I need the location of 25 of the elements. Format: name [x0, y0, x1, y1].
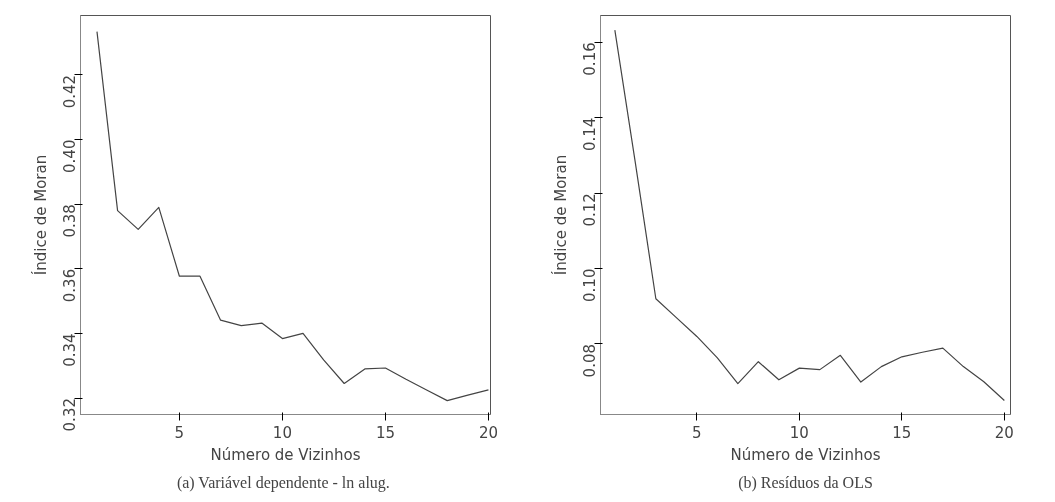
- y-tick-label: 0.40: [61, 139, 80, 173]
- y-tick-label: 0.38: [61, 204, 80, 238]
- x-tick-label: 15: [892, 423, 912, 442]
- text: (a) Variável dependente - ln alug.: [176, 473, 390, 492]
- x-axis-title: Número de Vizinhos: [210, 445, 361, 464]
- y-axis-title: Índice de Moran: [550, 154, 570, 276]
- x-tick-label: 5: [174, 423, 185, 442]
- y-tick-label: 0.16: [581, 42, 600, 76]
- y-tick-label: 0.08: [581, 343, 600, 378]
- y-tick-label: 0.34: [61, 333, 80, 367]
- text: (b) Resíduos da OLS: [738, 473, 873, 492]
- y-tick-label: 0.14: [581, 117, 600, 152]
- y-tick-label: 0.32: [61, 398, 80, 432]
- y-tick-label: 0.12: [581, 193, 600, 227]
- y-tick-label: 0.36: [61, 268, 80, 303]
- y-tick-label: 0.10: [581, 268, 600, 302]
- x-tick-label: 5: [692, 423, 702, 442]
- x-tick-label: 20: [994, 423, 1014, 442]
- x-tick-label: 15: [375, 423, 395, 442]
- x-tick-label: 20: [478, 423, 498, 442]
- y-axis-title: Índice de Moran: [30, 154, 50, 276]
- x-axis-title: Número de Vizinhos: [730, 445, 881, 464]
- x-tick-label: 10: [272, 423, 292, 442]
- x-tick-label: 10: [789, 423, 809, 442]
- y-tick-label: 0.42: [61, 74, 80, 109]
